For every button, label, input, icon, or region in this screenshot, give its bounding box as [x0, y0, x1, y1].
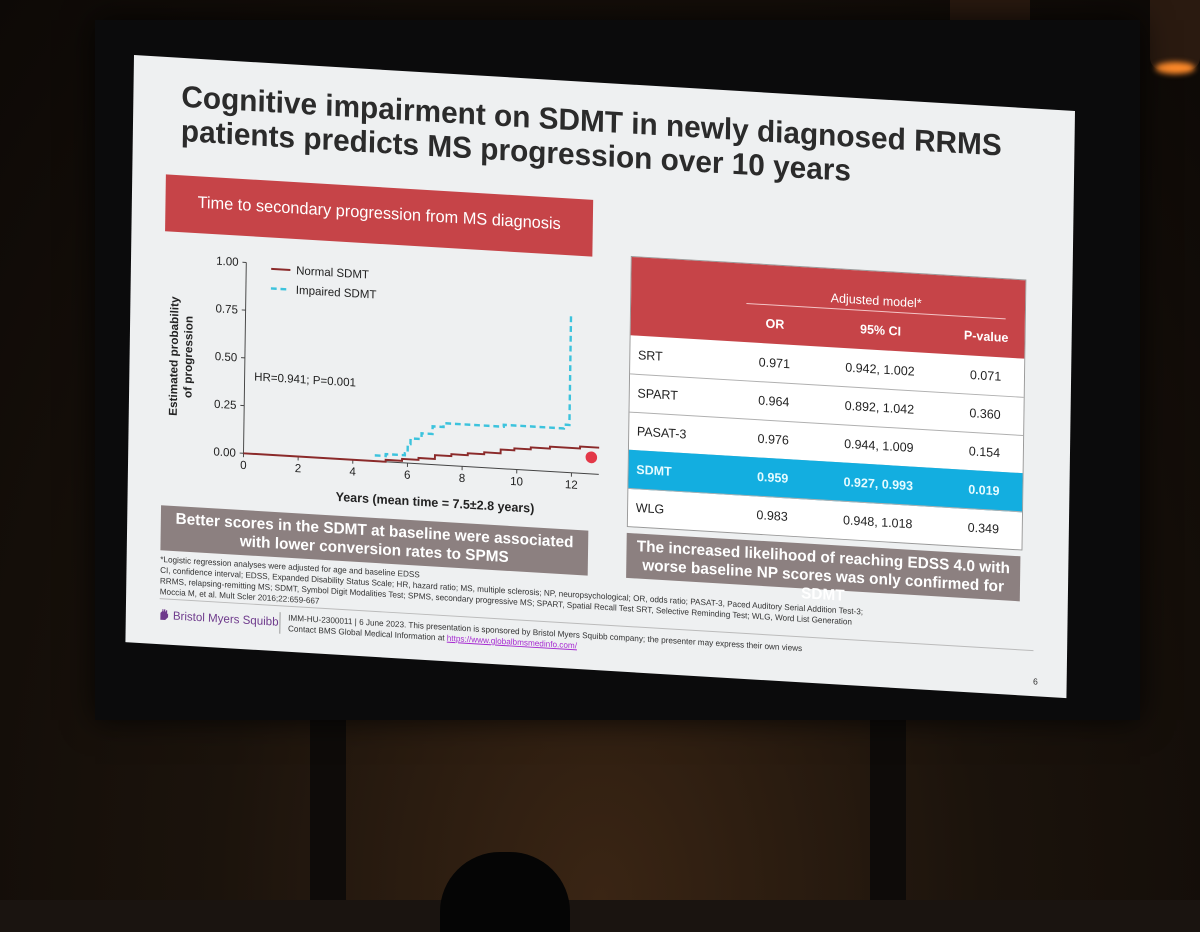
column-header-ci: 95% CI: [823, 319, 938, 341]
x-tick-label: 8: [459, 472, 466, 485]
series-impaired-sdmt: [375, 301, 571, 467]
y-tick-label: 1.00: [216, 255, 239, 269]
row-pvalue: 0.154: [956, 443, 1014, 461]
x-tick-label: 6: [404, 468, 411, 481]
row-name: PASAT-3: [637, 424, 687, 442]
progression-chart: 1.00 0.75 0.50 0.25 0.00 0 2 4 6 8 10 12 Estimated…: [156, 238, 611, 524]
screen-pole: [310, 700, 346, 900]
group-header: Adjusted model*: [746, 285, 1006, 319]
row-pvalue: 0.071: [957, 366, 1015, 384]
row-name: SDMT: [636, 462, 672, 479]
hr-annotation: HR=0.941; P=0.001: [254, 370, 356, 389]
adjusted-model-table: Adjusted model* OR 95% CI P-value SRT 0.…: [627, 256, 1027, 551]
legend-normal-swatch: [271, 269, 290, 270]
row-name: WLG: [636, 500, 665, 516]
y-axis-label: Estimated probability: [167, 296, 182, 417]
legend-impaired-label: Impaired SDMT: [296, 284, 377, 302]
row-pvalue: 0.349: [954, 519, 1012, 537]
x-tick-label: 2: [295, 462, 302, 475]
screen-pole: [870, 700, 906, 900]
row-ci: 0.948, 1.018: [820, 511, 935, 533]
y-tick-label: 0.00: [213, 445, 236, 459]
row-or: 0.971: [745, 354, 803, 372]
page-number: 6: [1033, 677, 1038, 687]
x-tick-label: 10: [510, 475, 524, 489]
row-or: 0.964: [745, 392, 803, 410]
bms-hand-icon: [159, 608, 169, 621]
legend-normal-label: Normal SDMT: [296, 264, 369, 281]
row-name: SPART: [637, 386, 678, 403]
y-axis-label: of progression: [182, 316, 196, 399]
row-ci: 0.944, 1.009: [821, 435, 936, 457]
row-or: 0.983: [743, 507, 801, 525]
projected-slide: Cognitive impairment on SDMT in newly di…: [125, 55, 1075, 698]
row-or: 0.976: [744, 430, 802, 448]
column-header-pvalue: P-value: [957, 327, 1015, 345]
x-axis-label: Years (mean time = 7.5±2.8 years): [336, 490, 535, 516]
x-tick-label: 4: [349, 465, 356, 479]
row-or: 0.959: [744, 468, 802, 486]
y-tick-label: 0.75: [215, 302, 238, 316]
legend-impaired-swatch: [271, 288, 290, 289]
company-name: Bristol Myers Squibb: [173, 609, 279, 629]
laser-pointer-dot: [585, 451, 597, 463]
row-ci: 0.892, 1.042: [822, 397, 937, 419]
row-pvalue: 0.019: [955, 481, 1013, 499]
company-logo: Bristol Myers Squibb: [159, 608, 278, 629]
y-tick-label: 0.25: [214, 398, 237, 412]
y-tick-label: 0.50: [215, 350, 238, 364]
row-ci: 0.927, 0.993: [821, 473, 936, 495]
x-tick-label: 12: [565, 478, 578, 492]
column-header-or: OR: [746, 315, 804, 333]
stage-light: [1150, 0, 1200, 70]
row-ci: 0.942, 1.002: [822, 358, 937, 380]
row-pvalue: 0.360: [956, 405, 1014, 423]
x-tick-label: 0: [240, 459, 247, 473]
row-name: SRT: [638, 347, 663, 363]
